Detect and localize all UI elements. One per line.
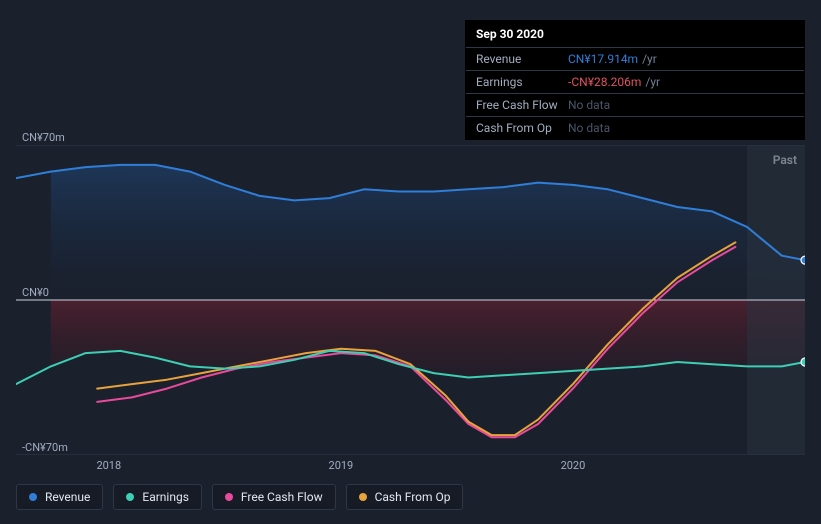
legend-label: Cash From Op [375, 490, 451, 504]
tooltip-row: Free Cash FlowNo data [466, 94, 804, 117]
tooltip-row-label: Free Cash Flow [476, 98, 568, 112]
chart-container: Sep 30 2020 RevenueCN¥17.914m/yrEarnings… [0, 0, 821, 524]
x-axis-label: 2019 [329, 459, 354, 472]
legend-item-earnings[interactable]: Earnings [113, 484, 202, 510]
legend-label: Revenue [45, 490, 90, 504]
chart-tooltip: Sep 30 2020 RevenueCN¥17.914m/yrEarnings… [465, 20, 805, 140]
tooltip-row-value: -CN¥28.206m [568, 75, 641, 89]
tooltip-row-label: Revenue [476, 52, 568, 66]
chart-legend: Revenue Earnings Free Cash Flow Cash From O… [16, 484, 463, 510]
legend-item-free-cash-flow[interactable]: Free Cash Flow [212, 484, 336, 510]
tooltip-row: Earnings-CN¥28.206m/yr [466, 71, 804, 94]
y-axis-label-top: CN¥70m [22, 131, 65, 144]
tooltip-row-value: No data [568, 98, 610, 112]
legend-item-revenue[interactable]: Revenue [16, 484, 103, 510]
tooltip-date: Sep 30 2020 [466, 21, 804, 48]
legend-label: Earnings [142, 490, 189, 504]
chart-plot-area: CN¥70m CN¥0 -CN¥70m Past 201820192020 [16, 125, 805, 455]
tooltip-row-value: CN¥17.914m [568, 52, 638, 66]
legend-label: Free Cash Flow [241, 490, 323, 504]
legend-dot-icon [29, 493, 37, 501]
x-axis-label: 2018 [96, 459, 121, 472]
legend-dot-icon [225, 493, 233, 501]
x-axis-label: 2020 [561, 459, 586, 472]
tooltip-row-unit: /yr [645, 75, 660, 89]
legend-dot-icon [359, 493, 367, 501]
tooltip-row-unit: /yr [642, 52, 657, 66]
legend-item-cash-from-op[interactable]: Cash From Op [346, 484, 464, 510]
chart-svg[interactable] [16, 145, 805, 455]
legend-dot-icon [126, 493, 134, 501]
tooltip-row: RevenueCN¥17.914m/yr [466, 48, 804, 71]
tooltip-row-label: Earnings [476, 75, 568, 89]
